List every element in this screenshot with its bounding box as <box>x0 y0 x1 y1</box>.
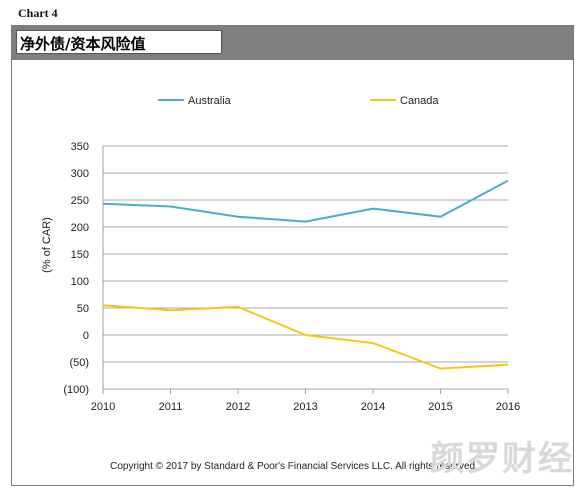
y-tick-label: 200 <box>71 222 89 234</box>
series-line-canada <box>102 304 509 370</box>
y-tick-label: (100) <box>63 384 89 396</box>
x-axis: 2010 2011 2012 2013 2014 2015 2016 <box>91 389 520 413</box>
y-axis: 350 300 250 200 150 100 50 0 (50) (100) <box>63 141 104 396</box>
series-lines <box>102 179 509 370</box>
watermark-logo: 颜罗财经 <box>430 439 574 479</box>
y-tick-label: 350 <box>71 141 89 153</box>
gridlines <box>103 145 508 390</box>
y-tick-label: 300 <box>71 168 89 180</box>
x-tick-label: 2013 <box>293 401 317 413</box>
title-box: 净外债/资本风险值 <box>16 30 222 54</box>
x-tick-label: 2015 <box>428 401 452 413</box>
y-tick-label: 150 <box>71 249 89 261</box>
chart-title: 净外债/资本风险值 <box>20 35 146 53</box>
x-tick-label: 2016 <box>496 401 520 413</box>
x-tick-label: 2010 <box>91 401 115 413</box>
legend-label-australia: Australia <box>188 95 232 107</box>
series-line-australia <box>102 179 509 223</box>
y-tick-label: 0 <box>83 330 89 342</box>
chart-frame: 净外债/资本风险值 <box>11 25 574 486</box>
y-tick-label: 100 <box>71 276 89 288</box>
copyright-notice: Copyright © 2017 by Standard & Poor's Fi… <box>110 461 478 472</box>
legend-label-canada: Canada <box>400 95 439 107</box>
x-tick-label: 2012 <box>226 401 250 413</box>
chart-number-label: Chart 4 <box>18 6 58 20</box>
x-tick-label: 2011 <box>159 401 183 413</box>
y-axis-label: (% of CAR) <box>41 217 53 273</box>
y-tick-label: 50 <box>77 303 89 315</box>
x-tick-label: 2014 <box>361 401 385 413</box>
y-tick-label: 250 <box>71 195 89 207</box>
title-bar: 净外债/资本风险值 <box>12 26 573 60</box>
y-tick-label: (50) <box>69 357 89 369</box>
legend: Australia Canada <box>158 95 439 107</box>
